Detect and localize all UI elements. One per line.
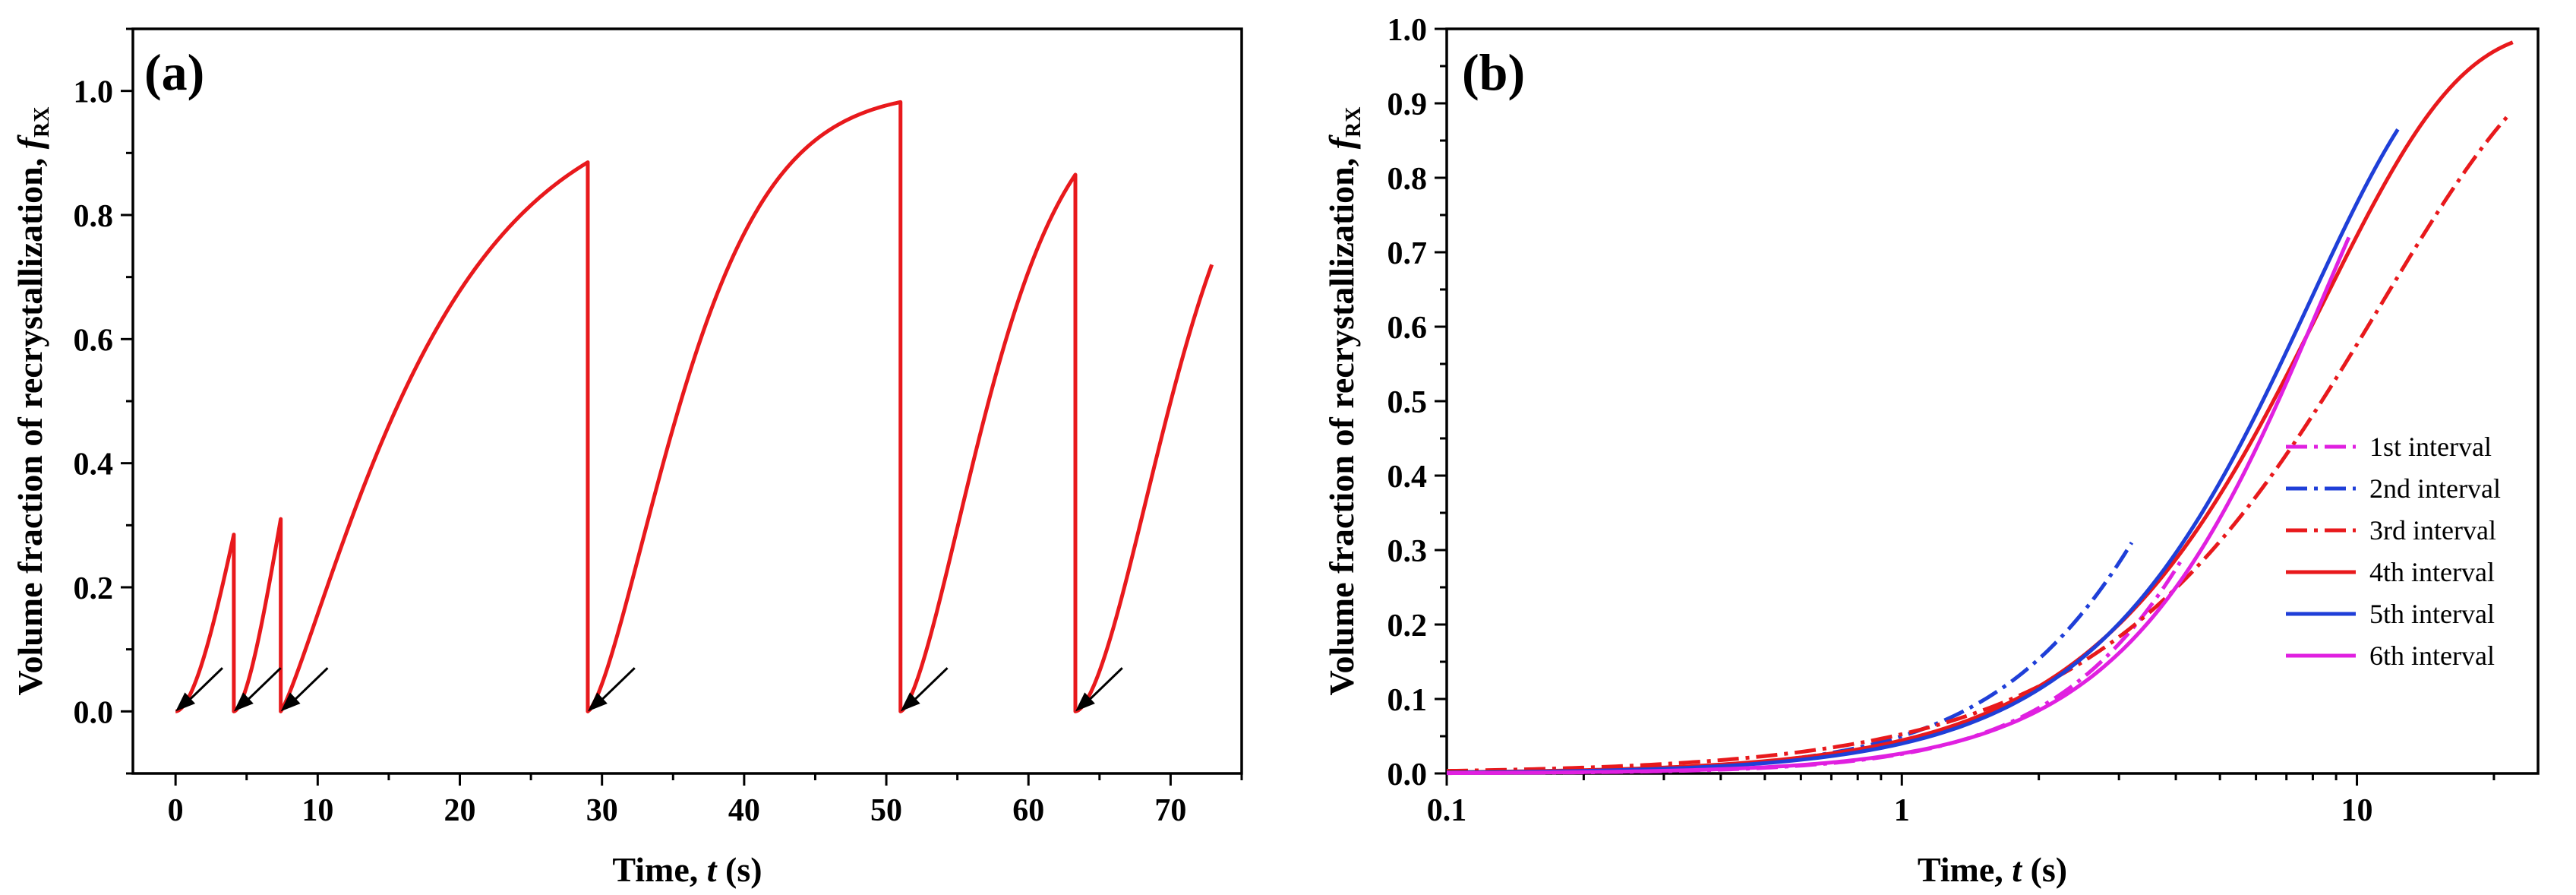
y-tick-label: 0.8 (74, 199, 114, 234)
y-tick-label: 0.9 (1387, 87, 1428, 122)
x-axis-label: Time, t (s) (612, 850, 762, 889)
series-line (1446, 541, 2134, 775)
annotation-arrow (900, 667, 949, 712)
chart-panel-a: 0 10 20 30 40 50 60 70 0.0 0.2 0.4 0.6 0.8 1.0 (a) Time… (11, 27, 1243, 889)
legend-label: 1st interval (2369, 432, 2492, 462)
y-tick-label: 0.7 (1387, 236, 1428, 271)
legend: 1st interval 2nd interval 3rd interval 4th … (2286, 432, 2501, 671)
legend-label: 4th interval (2369, 557, 2495, 587)
y-axis-label: Volume fraction of recrystallization, fR… (11, 106, 54, 695)
y-tick-label: 0.0 (1387, 757, 1428, 792)
x-tick-label: 10 (301, 793, 333, 828)
legend-label: 5th interval (2369, 599, 2495, 629)
y-tick-label: 0.0 (74, 695, 114, 730)
annotation-arrow (175, 667, 223, 712)
x-tick-label: 1 (1894, 793, 1910, 828)
y-tick-label: 0.2 (74, 571, 114, 606)
chart-panel-b: 0.1 1 100.00.10.20.30.40.50.60.70.80.91.01… (1322, 13, 2540, 889)
series-line (174, 100, 1214, 713)
series-line (1446, 236, 2351, 775)
x-tick-label: 40 (728, 793, 760, 828)
y-tick-label: 1.0 (74, 75, 114, 110)
y-tick-label: 0.6 (74, 323, 114, 358)
x-tick-label: 30 (586, 793, 618, 828)
x-tick-label: 60 (1012, 793, 1044, 828)
x-tick-label: 10 (2341, 793, 2373, 828)
legend-label: 6th interval (2369, 640, 2495, 671)
annotation-arrow (233, 667, 282, 712)
y-tick-label: 0.5 (1387, 385, 1428, 420)
x-tick-label: 0 (168, 793, 184, 828)
annotation-arrow (587, 667, 636, 712)
x-tick-label: 50 (870, 793, 902, 828)
legend-label: 2nd interval (2369, 473, 2501, 504)
annotation-arrow (1075, 667, 1123, 712)
y-axis-label: Volume fraction of recrystallization, fR… (1322, 106, 1365, 695)
x-tick-label: 0.1 (1427, 793, 1467, 828)
y-tick-label: 0.4 (1387, 460, 1428, 495)
y-tick-label: 0.2 (1387, 609, 1428, 644)
annotation-arrow (280, 667, 329, 712)
series-line (1446, 113, 2511, 773)
x-axis-label: Time, t (s) (1918, 850, 2067, 889)
panel-label-a: (a) (144, 43, 204, 101)
y-tick-label: 0.8 (1387, 162, 1428, 197)
legend-label: 3rd interval (2369, 515, 2496, 546)
y-tick-label: 0.4 (74, 448, 114, 482)
y-tick-label: 0.6 (1387, 311, 1428, 346)
series-line (1446, 40, 2514, 774)
x-tick-label: 70 (1154, 793, 1186, 828)
y-tick-label: 1.0 (1387, 13, 1428, 48)
x-tick-label: 20 (444, 793, 476, 828)
panel-label-b: (b) (1462, 43, 1525, 101)
y-tick-label: 0.1 (1387, 683, 1428, 718)
y-tick-label: 0.3 (1387, 534, 1428, 569)
